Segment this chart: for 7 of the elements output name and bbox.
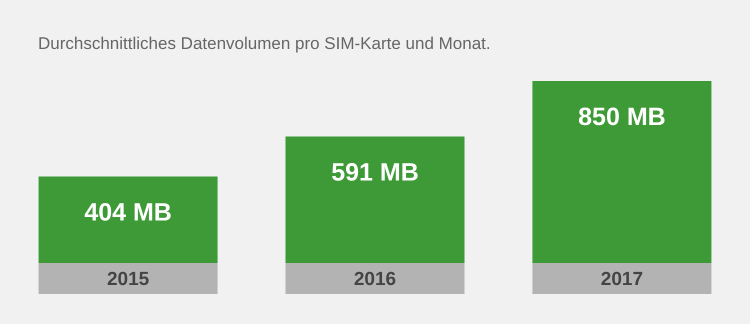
x-tick-label: 2015 (106, 269, 150, 290)
x-tick-label: 2016 (354, 269, 396, 290)
data-label: 591 MB (331, 158, 419, 186)
data-label: 404 MB (84, 198, 172, 226)
x-tick-label: 2017 (600, 269, 644, 290)
chart-title: Durchschnittliches Datenvolumen pro SIM-Karte und Monat. (38, 34, 491, 53)
data-label: 850 MB (578, 103, 666, 131)
